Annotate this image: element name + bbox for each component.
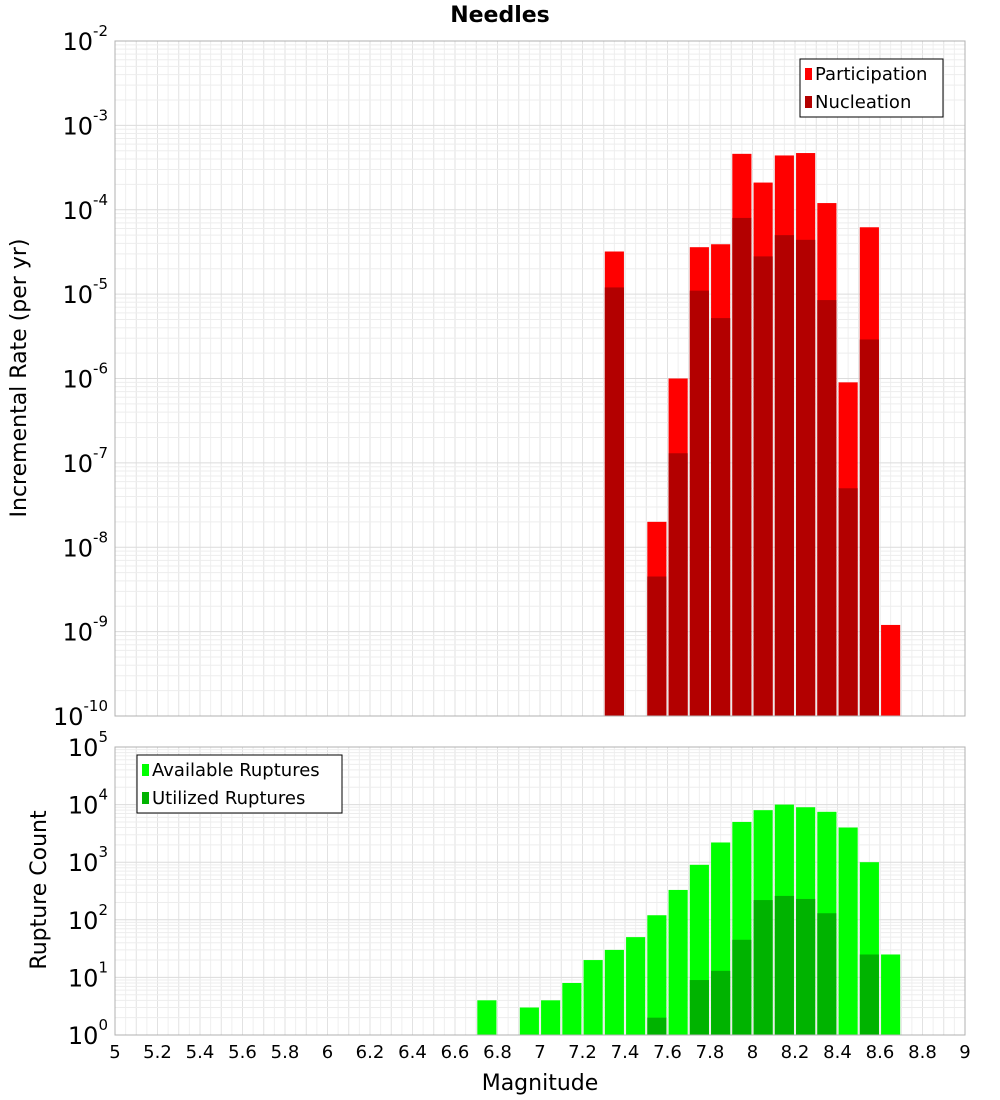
bottom-y-tick-label: 100	[68, 1016, 108, 1050]
x-tick-label: 9	[959, 1042, 970, 1063]
x-tick-label: 8.8	[908, 1042, 937, 1063]
top-legend: Participation Nucleation	[799, 58, 944, 118]
top-y-tick-label: 10-4	[62, 191, 108, 225]
top-y-tick-label: 10-8	[62, 528, 108, 562]
x-tick-label: 5.4	[186, 1042, 215, 1063]
bottom-y-tick-label: 104	[68, 786, 108, 820]
top-legend-label: Participation	[815, 64, 927, 85]
x-tick-label: 8	[747, 1042, 758, 1063]
bottom-bar-available-ruptures	[626, 937, 646, 1035]
top-y-tick-label: 10-5	[62, 275, 108, 309]
x-axis-label: Magnitude	[482, 1071, 599, 1096]
x-tick-label: 5.6	[228, 1042, 257, 1063]
bottom-bar-available-ruptures	[881, 954, 901, 1035]
top-legend-swatch	[805, 96, 812, 108]
top-bar-nucleation	[838, 488, 858, 716]
x-tick-label: 5.2	[143, 1042, 172, 1063]
bottom-bar-utilized-ruptures	[711, 970, 731, 1035]
bottom-bar-available-ruptures	[647, 915, 667, 1035]
bottom-bar-utilized-ruptures	[774, 895, 794, 1035]
bottom-y-tick-label: 101	[68, 958, 108, 992]
bottom-legend-swatch	[142, 792, 149, 804]
top-y-tick-label: 10-2	[62, 22, 108, 56]
x-tick-label: 7	[534, 1042, 545, 1063]
bottom-bar-utilized-ruptures	[859, 954, 879, 1035]
bottom-bar-utilized-ruptures	[753, 900, 773, 1035]
bottom-legend-label: Available Ruptures	[152, 760, 320, 781]
top-y-tick-label: 10-10	[53, 697, 108, 731]
x-tick-label: 6.6	[441, 1042, 470, 1063]
top-plot-frame	[114, 40, 966, 717]
top-legend-swatch	[805, 68, 812, 80]
bottom-legend-label: Utilized Ruptures	[152, 788, 305, 809]
top-bar-nucleation	[753, 256, 773, 716]
bottom-y-ticks: 100 101 102 103 104 105	[68, 728, 108, 1050]
top-bar-nucleation	[796, 239, 816, 716]
x-tick-label: 6.2	[356, 1042, 385, 1063]
x-tick-label: 8.2	[781, 1042, 810, 1063]
top-bar-participation	[881, 624, 901, 716]
x-tick-label: 6	[322, 1042, 333, 1063]
top-bar-nucleation	[859, 339, 879, 716]
bottom-bar-utilized-ruptures	[796, 898, 816, 1035]
top-bar-nucleation	[668, 453, 688, 716]
top-plot-area: 10-10 10-9 10-8 10-7 10-6 10-5 10-4 10-3 10-2 Par…	[53, 22, 966, 731]
bottom-legend-swatch	[142, 764, 149, 776]
bottom-bar-available-ruptures	[541, 1000, 561, 1035]
top-bar-nucleation	[647, 576, 667, 716]
bottom-series-1	[647, 895, 879, 1035]
x-tick-label: 7.2	[568, 1042, 597, 1063]
bottom-y-tick-label: 105	[68, 728, 108, 762]
top-bar-nucleation	[711, 318, 731, 716]
bottom-bar-utilized-ruptures	[817, 913, 837, 1035]
bottom-legend: Available Ruptures Utilized Ruptures	[136, 754, 343, 814]
bottom-bar-available-ruptures	[668, 889, 688, 1035]
bottom-plot-frame	[114, 746, 966, 1036]
x-tick-label: 6.8	[483, 1042, 512, 1063]
bottom-bar-available-ruptures	[604, 949, 624, 1035]
bottom-bar-available-ruptures	[477, 1000, 497, 1035]
x-tick-label: 7.8	[696, 1042, 725, 1063]
x-tick-label: 6.4	[398, 1042, 427, 1063]
top-bar-nucleation	[689, 290, 709, 716]
top-y-tick-label: 10-6	[62, 360, 108, 394]
top-bar-nucleation	[817, 300, 837, 716]
x-ticks: 5 5.2 5.4 5.6 5.8 6 6.2 6.4 6.6 6.8 7 7.2 7.4 7.6 7.8 8…	[109, 1042, 970, 1063]
bottom-bar-utilized-ruptures	[732, 939, 752, 1035]
bottom-y-tick-label: 103	[68, 843, 108, 877]
bottom-bar-utilized-ruptures	[647, 1017, 667, 1035]
top-series-1	[604, 217, 879, 716]
top-bar-nucleation	[732, 217, 752, 716]
x-tick-label: 5	[109, 1042, 120, 1063]
top-y-ticks: 10-10 10-9 10-8 10-7 10-6 10-5 10-4 10-3 10-2	[53, 22, 108, 731]
bottom-plot-area: 100 101 102 103 104 105 5 5.2 5.4 5.6 5.8 6 6.2 6.4 6.…	[68, 728, 971, 1063]
x-tick-label: 8.6	[866, 1042, 895, 1063]
x-tick-label: 5.8	[271, 1042, 300, 1063]
top-y-tick-label: 10-7	[62, 444, 108, 478]
bottom-bar-available-ruptures	[583, 960, 603, 1035]
bottom-legend-box	[136, 754, 343, 814]
top-bar-nucleation	[774, 235, 794, 716]
chart-title: Needles	[450, 3, 550, 28]
top-legend-label: Nucleation	[815, 92, 911, 113]
top-y-axis-label: Incremental Rate (per yr)	[7, 239, 32, 518]
bottom-bar-available-ruptures	[562, 982, 582, 1035]
x-tick-label: 7.6	[653, 1042, 682, 1063]
top-y-tick-label: 10-3	[62, 106, 108, 140]
top-y-tick-label: 10-9	[62, 613, 108, 647]
bottom-y-tick-label: 102	[68, 901, 108, 935]
bottom-bar-utilized-ruptures	[689, 980, 709, 1035]
bottom-bar-available-ruptures	[838, 827, 858, 1035]
top-legend-box	[799, 58, 944, 118]
top-grid	[114, 41, 966, 717]
bottom-bar-available-ruptures	[519, 1007, 539, 1035]
bottom-y-axis-label: Rupture Count	[27, 810, 52, 970]
x-tick-label: 8.4	[823, 1042, 852, 1063]
x-tick-label: 7.4	[611, 1042, 640, 1063]
top-bar-nucleation	[604, 287, 624, 716]
